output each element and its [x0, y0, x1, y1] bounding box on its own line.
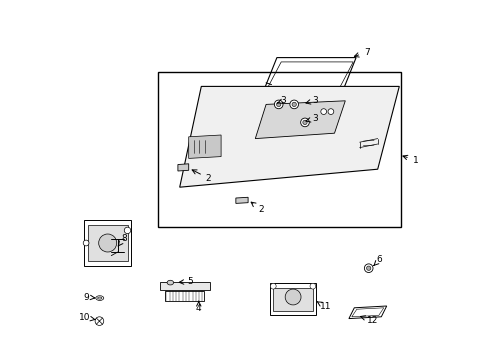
Polygon shape [348, 306, 386, 319]
Bar [88, 225, 127, 261]
Text: 11: 11 [316, 302, 330, 311]
Text: 9: 9 [83, 292, 95, 302]
Bar [164, 291, 204, 301]
Bar [84, 220, 131, 266]
Circle shape [327, 109, 333, 114]
Circle shape [302, 120, 306, 125]
Text: 4: 4 [196, 301, 201, 313]
Text: 12: 12 [360, 316, 377, 325]
Circle shape [83, 240, 89, 246]
Ellipse shape [96, 296, 103, 300]
Circle shape [124, 227, 130, 234]
Text: 3: 3 [305, 114, 317, 123]
Circle shape [99, 234, 117, 252]
Circle shape [285, 289, 301, 305]
Bar [158, 72, 400, 227]
Circle shape [291, 102, 296, 107]
Circle shape [320, 109, 326, 114]
Polygon shape [255, 101, 345, 139]
Circle shape [289, 100, 298, 109]
Text: 2: 2 [192, 170, 211, 183]
Polygon shape [235, 197, 247, 203]
Circle shape [276, 102, 280, 107]
Text: 10: 10 [79, 313, 95, 322]
Circle shape [364, 264, 372, 273]
Circle shape [270, 283, 276, 289]
Text: 3: 3 [277, 96, 285, 105]
Text: 1: 1 [402, 155, 418, 165]
Text: 2: 2 [251, 202, 263, 214]
Polygon shape [188, 135, 221, 158]
Circle shape [274, 100, 283, 109]
Text: 8: 8 [118, 234, 126, 246]
Ellipse shape [167, 280, 173, 285]
Polygon shape [178, 164, 188, 171]
Text: 6: 6 [373, 256, 382, 266]
Circle shape [366, 266, 370, 270]
Circle shape [309, 283, 315, 289]
Circle shape [300, 118, 309, 127]
Bar [273, 288, 312, 311]
Text: 7: 7 [354, 48, 369, 57]
Polygon shape [262, 58, 355, 94]
Text: 5: 5 [179, 277, 193, 286]
Circle shape [95, 317, 103, 325]
Bar [269, 283, 316, 315]
Text: 3: 3 [305, 96, 317, 105]
Ellipse shape [98, 297, 102, 299]
Bar [160, 282, 210, 290]
Polygon shape [179, 86, 399, 187]
